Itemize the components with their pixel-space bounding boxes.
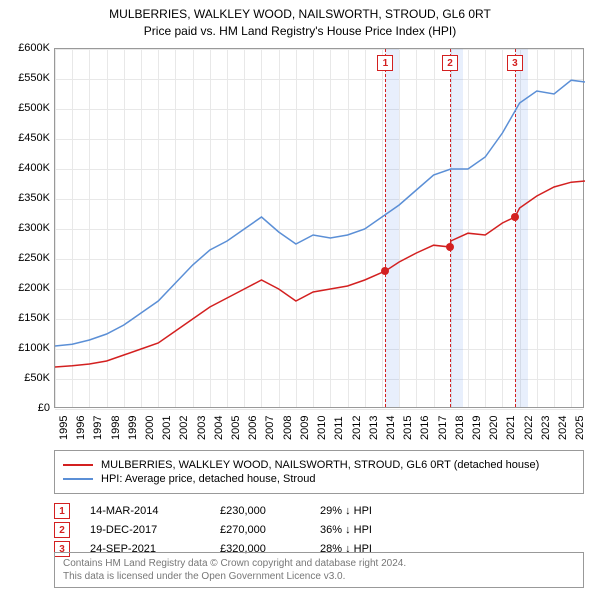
xtick-label: 2001	[161, 416, 173, 440]
ytick-label: £0	[38, 402, 50, 414]
xtick-label: 2020	[488, 416, 500, 440]
xtick-label: 2019	[471, 416, 483, 440]
legend-box: MULBERRIES, WALKLEY WOOD, NAILSWORTH, ST…	[54, 450, 584, 494]
xtick-label: 2011	[333, 416, 345, 440]
xtick-label: 2022	[523, 416, 535, 440]
footer-attribution: Contains HM Land Registry data © Crown c…	[54, 552, 584, 588]
chart-marker-2: 2	[442, 55, 458, 71]
legend-label-property: MULBERRIES, WALKLEY WOOD, NAILSWORTH, ST…	[101, 459, 539, 471]
xtick-label: 2007	[264, 416, 276, 440]
ytick-label: £350K	[18, 192, 50, 204]
series-svg	[55, 49, 585, 409]
xtick-label: 2008	[282, 416, 294, 440]
xtick-label: 2025	[574, 416, 586, 440]
sale-row-1: 1 14-MAR-2014 £230,000 29% ↓ HPI	[54, 503, 584, 519]
footer-line-1: Contains HM Land Registry data © Crown c…	[63, 557, 575, 570]
xtick-label: 2016	[419, 416, 431, 440]
legend-item-hpi: HPI: Average price, detached house, Stro…	[63, 473, 575, 485]
xtick-label: 2021	[505, 416, 517, 440]
ytick-label: £500K	[18, 102, 50, 114]
sale-row-2: 2 19-DEC-2017 £270,000 36% ↓ HPI	[54, 522, 584, 538]
xtick-label: 2012	[351, 416, 363, 440]
chart-container: MULBERRIES, WALKLEY WOOD, NAILSWORTH, ST…	[0, 0, 600, 590]
sale-price-2: £270,000	[220, 524, 300, 536]
ytick-label: £100K	[18, 342, 50, 354]
xtick-label: 2014	[385, 416, 397, 440]
footer-line-2: This data is licensed under the Open Gov…	[63, 570, 575, 583]
xtick-label: 2009	[299, 416, 311, 440]
legend-swatch-hpi	[63, 478, 93, 480]
legend-label-hpi: HPI: Average price, detached house, Stro…	[101, 473, 315, 485]
chart-marker-3: 3	[507, 55, 523, 71]
ytick-label: £250K	[18, 252, 50, 264]
xtick-label: 2006	[247, 416, 259, 440]
ytick-label: £400K	[18, 162, 50, 174]
sale-dot	[511, 213, 519, 221]
xtick-label: 2023	[540, 416, 552, 440]
sale-diff-1: 29% ↓ HPI	[320, 505, 420, 517]
title-block: MULBERRIES, WALKLEY WOOD, NAILSWORTH, ST…	[0, 0, 600, 40]
sale-dot	[381, 267, 389, 275]
xtick-label: 2013	[368, 416, 380, 440]
ytick-label: £50K	[24, 372, 50, 384]
xtick-label: 2024	[557, 416, 569, 440]
xtick-label: 2004	[213, 416, 225, 440]
sale-diff-2: 36% ↓ HPI	[320, 524, 420, 536]
ytick-label: £150K	[18, 312, 50, 324]
title-line-2: Price paid vs. HM Land Registry's House …	[0, 23, 600, 40]
xtick-label: 2003	[196, 416, 208, 440]
sale-dot	[446, 243, 454, 251]
series-line-hpi	[55, 80, 585, 346]
chart-plot-area: 1 2 3	[54, 48, 584, 408]
ytick-label: £300K	[18, 222, 50, 234]
sale-date-1: 14-MAR-2014	[90, 505, 200, 517]
xtick-label: 1995	[58, 416, 70, 440]
xtick-label: 2000	[144, 416, 156, 440]
xtick-label: 2002	[178, 416, 190, 440]
xtick-label: 1998	[110, 416, 122, 440]
xtick-label: 2018	[454, 416, 466, 440]
ytick-label: £200K	[18, 282, 50, 294]
xtick-label: 2005	[230, 416, 242, 440]
xtick-label: 2015	[402, 416, 414, 440]
sale-marker-2: 2	[54, 522, 70, 538]
series-line-property	[55, 181, 585, 367]
sale-date-2: 19-DEC-2017	[90, 524, 200, 536]
legend-item-property: MULBERRIES, WALKLEY WOOD, NAILSWORTH, ST…	[63, 459, 575, 471]
xtick-label: 1997	[92, 416, 104, 440]
xtick-label: 2010	[316, 416, 328, 440]
title-line-1: MULBERRIES, WALKLEY WOOD, NAILSWORTH, ST…	[0, 6, 600, 23]
sale-price-1: £230,000	[220, 505, 300, 517]
xtick-label: 2017	[437, 416, 449, 440]
ytick-label: £450K	[18, 132, 50, 144]
ytick-label: £600K	[18, 42, 50, 54]
chart-marker-1: 1	[377, 55, 393, 71]
xtick-label: 1999	[127, 416, 139, 440]
legend-swatch-property	[63, 464, 93, 466]
gridline-h	[55, 409, 583, 410]
sale-marker-1: 1	[54, 503, 70, 519]
ytick-label: £550K	[18, 72, 50, 84]
xtick-label: 1996	[75, 416, 87, 440]
sales-table: 1 14-MAR-2014 £230,000 29% ↓ HPI 2 19-DE…	[54, 500, 584, 560]
